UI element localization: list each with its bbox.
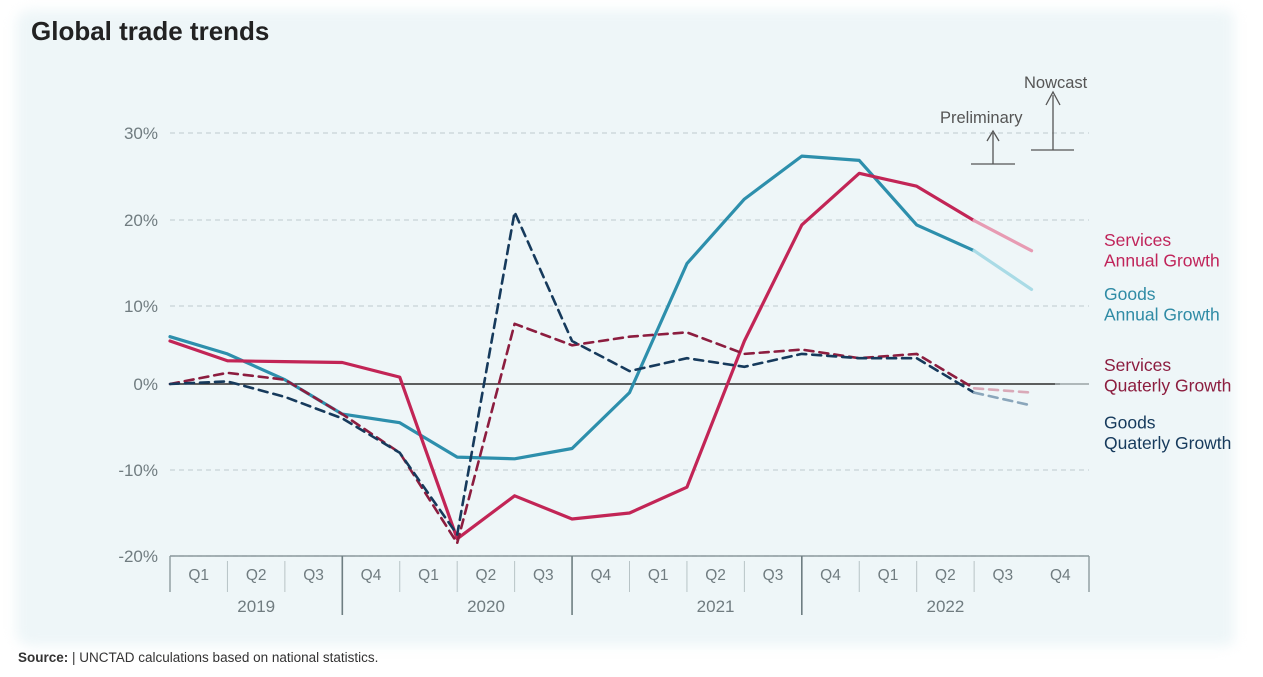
svg-text:Quaterly Growth: Quaterly Growth (1104, 376, 1231, 396)
svg-text:Q4: Q4 (590, 567, 611, 584)
svg-text:Annual Growth: Annual Growth (1104, 251, 1220, 271)
svg-text:Q3: Q3 (533, 567, 554, 584)
svg-text:0%: 0% (133, 375, 158, 394)
svg-text:2021: 2021 (697, 597, 735, 616)
svg-text:Services: Services (1104, 230, 1171, 250)
svg-text:Q1: Q1 (878, 567, 899, 584)
svg-text:Goods: Goods (1104, 413, 1156, 433)
svg-text:Annual Growth: Annual Growth (1104, 305, 1220, 325)
svg-text:Q4: Q4 (820, 567, 841, 584)
svg-text:-20%: -20% (118, 547, 158, 566)
svg-text:Q2: Q2 (935, 567, 956, 584)
svg-text:Q1: Q1 (418, 567, 439, 584)
svg-text:20%: 20% (124, 211, 158, 230)
svg-text:Q4: Q4 (361, 567, 382, 584)
svg-text:2022: 2022 (926, 597, 964, 616)
svg-text:Services: Services (1104, 355, 1171, 375)
svg-text:Nowcast: Nowcast (1024, 74, 1088, 92)
svg-text:Q2: Q2 (476, 567, 497, 584)
svg-text:Q4: Q4 (1050, 567, 1071, 584)
svg-text:Q2: Q2 (246, 567, 267, 584)
svg-text:Quaterly Growth: Quaterly Growth (1104, 433, 1231, 453)
svg-text:10%: 10% (124, 297, 158, 316)
svg-text:Goods: Goods (1104, 284, 1156, 304)
svg-text:-10%: -10% (118, 461, 158, 480)
svg-text:Q3: Q3 (992, 567, 1013, 584)
svg-text:Q1: Q1 (648, 567, 669, 584)
svg-text:Q2: Q2 (705, 567, 726, 584)
svg-text:2019: 2019 (237, 597, 275, 616)
svg-text:30%: 30% (124, 124, 158, 143)
svg-text:Preliminary: Preliminary (940, 109, 1023, 127)
svg-text:2020: 2020 (467, 597, 505, 616)
svg-text:Q3: Q3 (763, 567, 784, 584)
svg-text:Q1: Q1 (188, 567, 209, 584)
svg-text:Q3: Q3 (303, 567, 324, 584)
